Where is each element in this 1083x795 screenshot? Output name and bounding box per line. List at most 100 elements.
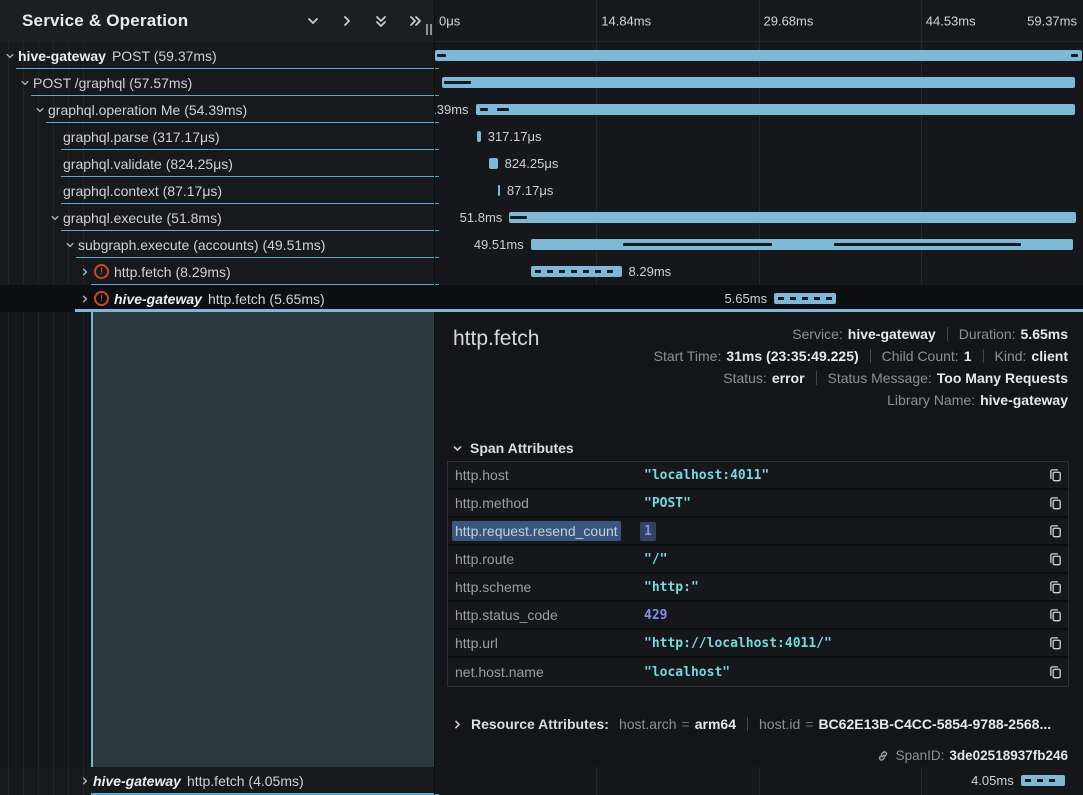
- expander-expanded-icon[interactable]: [4, 50, 15, 61]
- span-duration-label: 4.05ms: [971, 767, 1014, 795]
- span-operation-label: graphql.context (87.17μs): [63, 183, 222, 199]
- span-row[interactable]: !hive-gatewayhttp.fetch (5.65ms): [0, 285, 434, 312]
- span-row[interactable]: hive-gatewayPOST (59.37ms): [0, 42, 434, 69]
- span-row[interactable]: graphql.execute (51.8ms): [0, 204, 434, 231]
- grid-line: [921, 0, 922, 41]
- span-row[interactable]: graphql.operation Me (54.39ms): [0, 96, 434, 123]
- resource-attributes-title: Resource Attributes:: [471, 716, 609, 732]
- span-operation-label: subgraph.execute (accounts) (49.51ms): [78, 237, 325, 253]
- span-bar[interactable]: [435, 50, 1081, 61]
- equals-sign: =: [682, 716, 690, 732]
- child-span-marker: [437, 54, 445, 57]
- child-span-marker: [497, 108, 509, 111]
- span-duration-label: 5.65ms: [724, 285, 767, 312]
- service-operation-title: Service & Operation: [22, 11, 188, 31]
- span-attributes-header[interactable]: Span Attributes: [452, 440, 574, 456]
- span-service-name: hive-gateway: [18, 48, 106, 64]
- span-row[interactable]: graphql.context (87.17μs): [0, 177, 434, 204]
- copy-icon-button[interactable]: [1042, 468, 1068, 483]
- expander-collapsed-icon[interactable]: [79, 266, 90, 277]
- selected-text-highlight: http.request.resend_count: [452, 521, 621, 541]
- span-attributes-title: Span Attributes: [470, 440, 574, 456]
- span-operation-label: http.fetch (8.29ms): [114, 264, 231, 280]
- copy-icon-button[interactable]: [1042, 524, 1068, 539]
- span-bar[interactable]: [442, 77, 1074, 88]
- span-attributes-table: http.host"localhost:4011"http.method"POS…: [447, 461, 1069, 687]
- attr-value: 429: [644, 608, 1042, 623]
- expander-expanded-icon[interactable]: [64, 239, 75, 250]
- expander-collapsed-icon[interactable]: [79, 293, 90, 304]
- ruler-tick-label: 29.68ms: [764, 13, 814, 28]
- copy-icon-button[interactable]: [1042, 552, 1068, 567]
- expander-expanded-icon[interactable]: [34, 104, 45, 115]
- trace-viewer: Service & Operation 0μs14.84ms29.68ms44.…: [0, 0, 1083, 795]
- meta-line: Status:errorStatus Message:Too Many Requ…: [654, 367, 1068, 389]
- child-span-marker: [834, 243, 1021, 246]
- copy-icon-button[interactable]: [1042, 636, 1068, 651]
- resource-attributes-header[interactable]: Resource Attributes: host.arch=arm64host…: [452, 716, 1068, 732]
- copy-icon-button[interactable]: [1042, 496, 1068, 511]
- span-bar[interactable]: [1021, 775, 1065, 786]
- meta-divider: [983, 349, 984, 363]
- span-bar[interactable]: [531, 239, 1073, 250]
- expander-expanded-icon[interactable]: [19, 77, 30, 88]
- child-span-marker: [444, 81, 471, 84]
- span-row[interactable]: !http.fetch (8.29ms): [0, 258, 434, 285]
- meta-divider: [947, 327, 948, 341]
- span-row[interactable]: graphql.validate (824.25μs): [0, 150, 434, 177]
- span-bar[interactable]: [476, 104, 1075, 115]
- span-row[interactable]: hive-gatewayhttp.fetch (4.05ms): [0, 767, 434, 794]
- span-bar[interactable]: [509, 212, 1076, 223]
- meta-line: Start Time:31ms (23:35:49.225)Child Coun…: [654, 345, 1068, 367]
- timeline-lane: 4.05ms: [434, 767, 1083, 795]
- meta-label: Start Time:: [654, 348, 722, 364]
- resource-attr-value: arm64: [695, 716, 736, 732]
- attr-value: "/": [644, 552, 1042, 567]
- span-row[interactable]: subgraph.execute (accounts) (49.51ms): [0, 231, 434, 258]
- attr-row: http.request.resend_count 1: [448, 518, 1068, 546]
- span-duration-label: 87.17μs: [507, 177, 554, 204]
- span-bar[interactable]: [774, 293, 836, 304]
- span-bar[interactable]: [498, 185, 500, 196]
- expander-expanded-icon[interactable]: [49, 212, 60, 223]
- span-bar[interactable]: [489, 158, 497, 169]
- attr-value: "http://localhost:4011/": [644, 636, 1042, 651]
- span-operation-label: graphql.execute (51.8ms): [63, 210, 222, 226]
- attr-key: http.request.resend_count: [448, 523, 644, 539]
- copy-icon-button[interactable]: [1042, 608, 1068, 623]
- span-detail-meta: Service:hive-gatewayDuration:5.65msStart…: [654, 323, 1068, 411]
- copy-icon-button[interactable]: [1042, 665, 1068, 680]
- meta-value: 1: [964, 348, 972, 364]
- timeline-lane: 317.17μs: [434, 123, 1083, 150]
- span-operation-label: POST /graphql (57.57ms): [33, 75, 192, 91]
- collapse-one-icon[interactable]: [305, 14, 320, 29]
- span-row[interactable]: graphql.parse (317.17μs): [0, 123, 434, 150]
- timeline-lane: [434, 42, 1083, 69]
- copy-icon-button[interactable]: [1042, 580, 1068, 595]
- span-duration-label: 49.51ms: [474, 231, 524, 258]
- meta-value: error: [772, 370, 805, 386]
- span-bar[interactable]: [531, 266, 622, 277]
- attr-value: "localhost": [644, 665, 1042, 680]
- span-bar[interactable]: [477, 131, 481, 142]
- span-row[interactable]: POST /graphql (57.57ms): [0, 69, 434, 96]
- ruler-tick-label: 59.37ms: [1027, 13, 1077, 28]
- span-duration-label: 8.29ms: [629, 258, 672, 285]
- expand-one-icon[interactable]: [339, 14, 354, 29]
- timeline-lane: 51.8ms: [434, 204, 1083, 231]
- span-operation-label: graphql.validate (824.25μs): [63, 156, 233, 172]
- link-icon[interactable]: [876, 749, 890, 763]
- meta-label: Library Name:: [887, 392, 975, 408]
- span-operation-label: graphql.parse (317.17μs): [63, 129, 220, 145]
- meta-value: 31ms (23:35:49.225): [726, 348, 858, 364]
- span-operation-label: http.fetch (4.05ms): [187, 773, 304, 789]
- expander-collapsed-icon[interactable]: [79, 775, 90, 786]
- attr-value: "POST": [644, 496, 1042, 511]
- panel-resize-handle[interactable]: [426, 24, 432, 35]
- collapse-all-icon[interactable]: [373, 14, 388, 29]
- attr-value: 1: [644, 524, 1042, 539]
- left-panel-header: Service & Operation: [0, 0, 434, 42]
- attr-row: net.host.name"localhost": [448, 658, 1068, 686]
- attr-key: http.method: [448, 495, 644, 511]
- expand-all-icon[interactable]: [407, 14, 422, 29]
